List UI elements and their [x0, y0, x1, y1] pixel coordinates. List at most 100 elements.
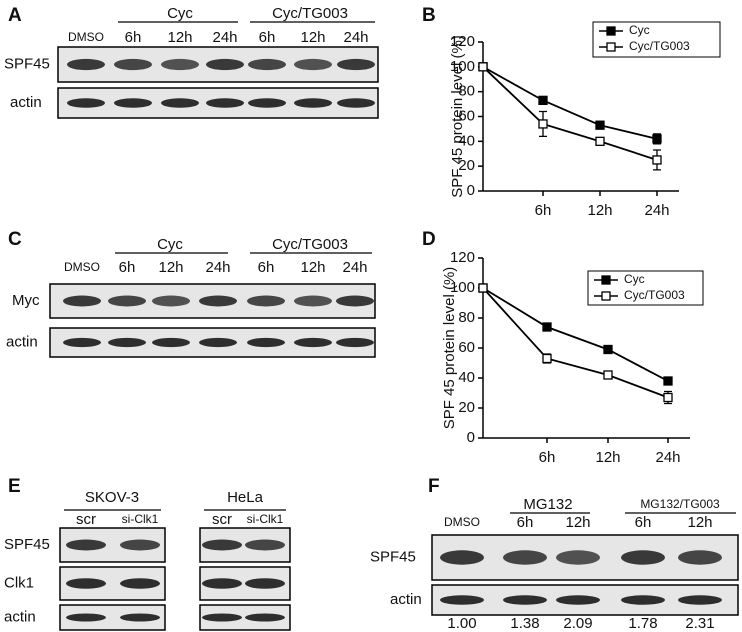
y-tick-label: 120: [450, 249, 475, 266]
lane-label: 24h: [342, 259, 367, 276]
band: [245, 613, 285, 622]
band: [206, 58, 244, 71]
group-label: Cyc/TG003: [272, 5, 348, 22]
band: [161, 98, 199, 108]
band: [120, 578, 160, 589]
band: [294, 58, 332, 71]
panel-label: E: [8, 476, 21, 497]
y-tick-label: 80: [458, 309, 475, 326]
lane-label: si-Clk1: [247, 512, 284, 526]
ratio-label: 1.78: [628, 615, 657, 632]
panel-label: F: [428, 476, 440, 497]
band: [247, 295, 285, 307]
group-label: SKOV-3: [85, 489, 139, 506]
marker: [595, 120, 605, 130]
band: [336, 337, 374, 348]
lane-label: DMSO: [64, 260, 100, 274]
band: [114, 98, 152, 108]
marker: [603, 344, 613, 355]
band: [621, 550, 665, 565]
lane-label: 24h: [212, 29, 237, 46]
y-axis-label: SPF 45 protein level (%): [449, 35, 466, 198]
band: [678, 550, 722, 565]
row-label: SPF45: [4, 536, 50, 553]
legend-marker: [601, 275, 611, 285]
y-tick-label: 20: [458, 399, 475, 416]
lane-label: 6h: [259, 29, 276, 46]
lane-label: 6h: [119, 259, 136, 276]
panel-label: C: [8, 229, 22, 250]
band: [206, 98, 244, 108]
legend-label: Cyc/TG003: [629, 39, 690, 53]
band: [336, 295, 374, 307]
lane-label: 12h: [565, 514, 590, 531]
row-label: Clk1: [4, 574, 34, 591]
marker: [478, 62, 488, 72]
band: [202, 539, 242, 551]
band: [108, 337, 146, 348]
group-label: HeLa: [227, 489, 264, 506]
y-tick-label: 0: [467, 182, 475, 199]
row-label: actin: [6, 333, 38, 350]
band: [120, 539, 160, 551]
band: [337, 98, 375, 108]
row-label: SPF45: [370, 548, 416, 565]
group-label: Cyc/TG003: [272, 236, 348, 253]
band: [199, 295, 237, 307]
band: [294, 337, 332, 348]
band: [66, 539, 106, 551]
band: [67, 98, 105, 108]
x-tick-label: 12h: [595, 449, 620, 466]
band: [621, 595, 665, 605]
y-tick-label: 100: [450, 58, 475, 75]
series-line: [482, 66, 658, 140]
marker: [652, 134, 662, 144]
band: [202, 578, 242, 589]
marker: [542, 322, 552, 332]
y-tick-label: 0: [467, 429, 475, 446]
group-label: MG132/TG003: [640, 497, 720, 511]
band: [337, 58, 375, 71]
legend-marker: [601, 291, 611, 301]
marker: [478, 283, 488, 293]
band: [67, 58, 105, 71]
ratio-label: 2.31: [685, 615, 714, 632]
lane-label: 24h: [205, 259, 230, 276]
band: [678, 595, 722, 605]
series-line: [482, 287, 669, 399]
legend-marker: [606, 42, 616, 52]
band: [247, 337, 285, 348]
band: [108, 295, 146, 307]
y-tick-label: 60: [458, 339, 475, 356]
lane-label: si-Clk1: [122, 512, 159, 526]
y-tick-label: 40: [458, 132, 475, 149]
group-label: MG132: [523, 496, 572, 513]
band: [63, 337, 101, 348]
lane-label: 6h: [635, 514, 652, 531]
legend-label: Cyc/TG003: [624, 288, 685, 302]
marker: [652, 155, 662, 165]
lane-label: 12h: [167, 29, 192, 46]
panel-label: D: [422, 229, 436, 250]
band: [248, 58, 286, 71]
ratio-label: 1.00: [447, 615, 476, 632]
lane-label: 12h: [158, 259, 183, 276]
band: [199, 337, 237, 348]
x-tick-label: 6h: [539, 449, 556, 466]
lane-label: 6h: [517, 514, 534, 531]
lane-label: 6h: [125, 29, 142, 46]
lane-label: 24h: [343, 29, 368, 46]
lane-label: DMSO: [68, 30, 104, 44]
lane-label: scr: [76, 511, 96, 528]
marker: [603, 370, 613, 380]
band: [556, 550, 600, 565]
band: [440, 550, 484, 565]
lane-label: scr: [212, 511, 232, 528]
band: [503, 550, 547, 565]
y-tick-label: 40: [458, 369, 475, 386]
band: [66, 578, 106, 589]
band: [245, 539, 285, 551]
ratio-label: 2.09: [563, 615, 592, 632]
x-tick-label: 12h: [587, 202, 612, 219]
